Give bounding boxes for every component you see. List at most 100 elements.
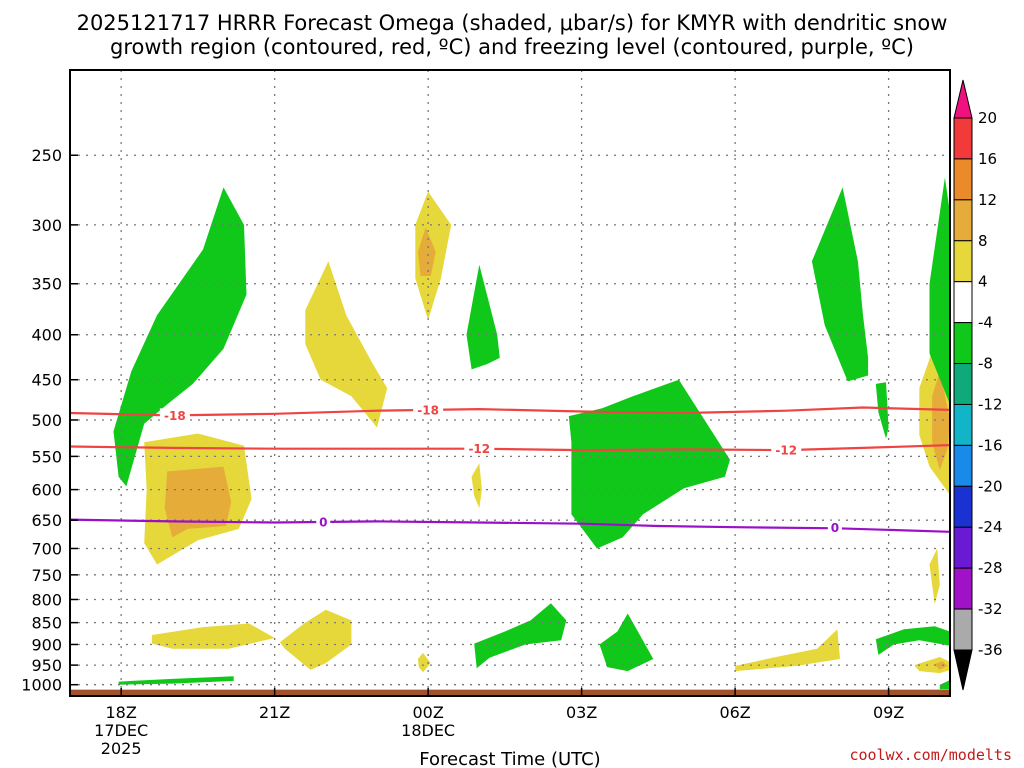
omega-region-25 <box>939 680 950 690</box>
y-tick-label-250: 250 <box>31 146 62 165</box>
y-tick-label-550: 550 <box>31 447 62 466</box>
y-axis-ticks: 250 300 350 400 450 500 550 600 650 700 750 800 850 9… <box>21 146 78 695</box>
omega-region-17 <box>417 652 431 673</box>
colorbar-tick-6: -8 <box>978 355 993 373</box>
credit-text[interactable]: coolwx.com/modelts <box>849 746 1012 764</box>
omega-region-0 <box>113 187 247 487</box>
contour-layer: -18 -18 -12 -12 0 0 <box>70 402 950 535</box>
y-tick-label-300: 300 <box>31 216 62 235</box>
y-tick-label-650: 650 <box>31 511 62 530</box>
colorbar-tick-5: -4 <box>978 314 993 332</box>
x-tick-label-0-0: 18Z <box>105 703 136 722</box>
contour--18 <box>70 406 950 417</box>
terrain-layer <box>70 689 950 696</box>
colorbar-segment-4 <box>953 281 973 324</box>
x-axis-label: Forecast Time (UTC) <box>419 749 600 768</box>
colorbar-segment-8 <box>953 444 973 487</box>
x-tick-label-3-0: 03Z <box>566 703 597 722</box>
colorbar-tick-8: -16 <box>978 436 1003 454</box>
omega-region-21 <box>875 626 950 655</box>
colorbar-tick-4: 4 <box>978 273 988 291</box>
y-tick-label-600: 600 <box>31 481 62 500</box>
contour--12 <box>70 444 950 452</box>
colorbar-tick-13: -36 <box>978 641 1003 659</box>
chart-title-line-1: 2025121717 HRRR Forecast Omega (shaded, … <box>77 11 948 35</box>
x-tick-label-4-0: 06Z <box>719 703 750 722</box>
contour-0 <box>70 518 950 533</box>
colorbar-segment-9 <box>953 485 973 528</box>
contour-label-bg-2 <box>464 441 495 456</box>
chart-title-line-2: growth region (contoured, red, ºC) and f… <box>110 35 914 59</box>
contour-label-1: -18 <box>417 403 439 417</box>
y-tick-label-750: 750 <box>31 566 62 585</box>
colorbar-segment-6 <box>953 363 973 405</box>
y-tick-label-1000: 1000 <box>21 676 62 695</box>
omega-region-10 <box>875 382 889 439</box>
y-tick-label-350: 350 <box>31 275 62 294</box>
plot-frame <box>69 69 951 697</box>
y-tick-label-900: 900 <box>31 635 62 654</box>
colorbar-tick-1: 16 <box>978 150 997 168</box>
contour-label-bg-1 <box>413 402 444 417</box>
colorbar-top-arrow <box>953 79 973 119</box>
omega-region-24 <box>118 676 234 685</box>
colorbar-segment-7 <box>953 403 973 446</box>
colorbar-tick-11: -28 <box>978 559 1003 577</box>
colorbar-segment-0 <box>953 117 973 160</box>
x-tick-label-0-2: 2025 <box>101 739 142 758</box>
colorbar-segment-2 <box>953 199 973 242</box>
colorbar-segment-12 <box>953 608 973 651</box>
omega-region-16 <box>279 609 352 670</box>
contour-label-bg-4 <box>316 514 331 529</box>
omega-region-18 <box>474 603 567 669</box>
omega-region-5 <box>417 227 436 276</box>
grid-layer <box>70 70 950 696</box>
colorbar-tick-12: -32 <box>978 600 1003 618</box>
contour-label-bg-3 <box>771 443 802 458</box>
y-tick-label-500: 500 <box>31 411 62 430</box>
omega-region-14 <box>929 548 940 605</box>
colorbar-tick-10: -24 <box>978 518 1003 536</box>
terrain-ground <box>70 689 950 696</box>
contour-label-2: -12 <box>468 442 490 456</box>
x-tick-label-1-0: 21Z <box>259 703 290 722</box>
contour-label-3: -12 <box>775 444 797 458</box>
y-tick-label-850: 850 <box>31 614 62 633</box>
omega-region-20 <box>735 629 840 672</box>
contour-label-0: -18 <box>164 409 186 423</box>
omega-region-15 <box>151 623 275 649</box>
colorbar-tick-9: -20 <box>978 477 1003 495</box>
colorbar-segment-10 <box>953 526 973 569</box>
contour-label-4: 0 <box>319 515 327 529</box>
omega-shading-layer <box>113 177 950 690</box>
contour-label-5: 0 <box>831 521 839 535</box>
x-tick-label-5-0: 09Z <box>873 703 904 722</box>
omega-region-23 <box>934 661 948 670</box>
y-tick-label-450: 450 <box>31 371 62 390</box>
y-tick-label-950: 950 <box>31 656 62 675</box>
y-tick-label-800: 800 <box>31 590 62 609</box>
colorbar-tick-7: -12 <box>978 395 1003 413</box>
y-tick-label-700: 700 <box>31 539 62 558</box>
omega-region-7 <box>471 463 482 509</box>
colorbar-tick-3: 8 <box>978 232 988 250</box>
omega-region-3 <box>305 261 388 428</box>
contour-label-bg-5 <box>827 520 842 535</box>
colorbar-segment-5 <box>953 322 973 365</box>
colorbar-bottom-arrow <box>953 649 973 691</box>
omega-region-8 <box>568 379 730 549</box>
colorbar-segment-1 <box>953 158 973 201</box>
colorbar-tick-0: 20 <box>978 109 997 127</box>
omega-region-6 <box>466 264 500 370</box>
x-tick-label-0-1: 17DEC <box>94 721 148 740</box>
y-tick-label-400: 400 <box>31 326 62 345</box>
colorbar-tick-2: 12 <box>978 191 997 209</box>
omega-region-13 <box>929 177 950 405</box>
omega-region-9 <box>811 187 869 382</box>
x-tick-label-2-0: 00Z <box>412 703 443 722</box>
contour-label-bg-0 <box>159 408 190 423</box>
omega-region-19 <box>599 613 654 672</box>
colorbar-segment-11 <box>953 567 973 610</box>
